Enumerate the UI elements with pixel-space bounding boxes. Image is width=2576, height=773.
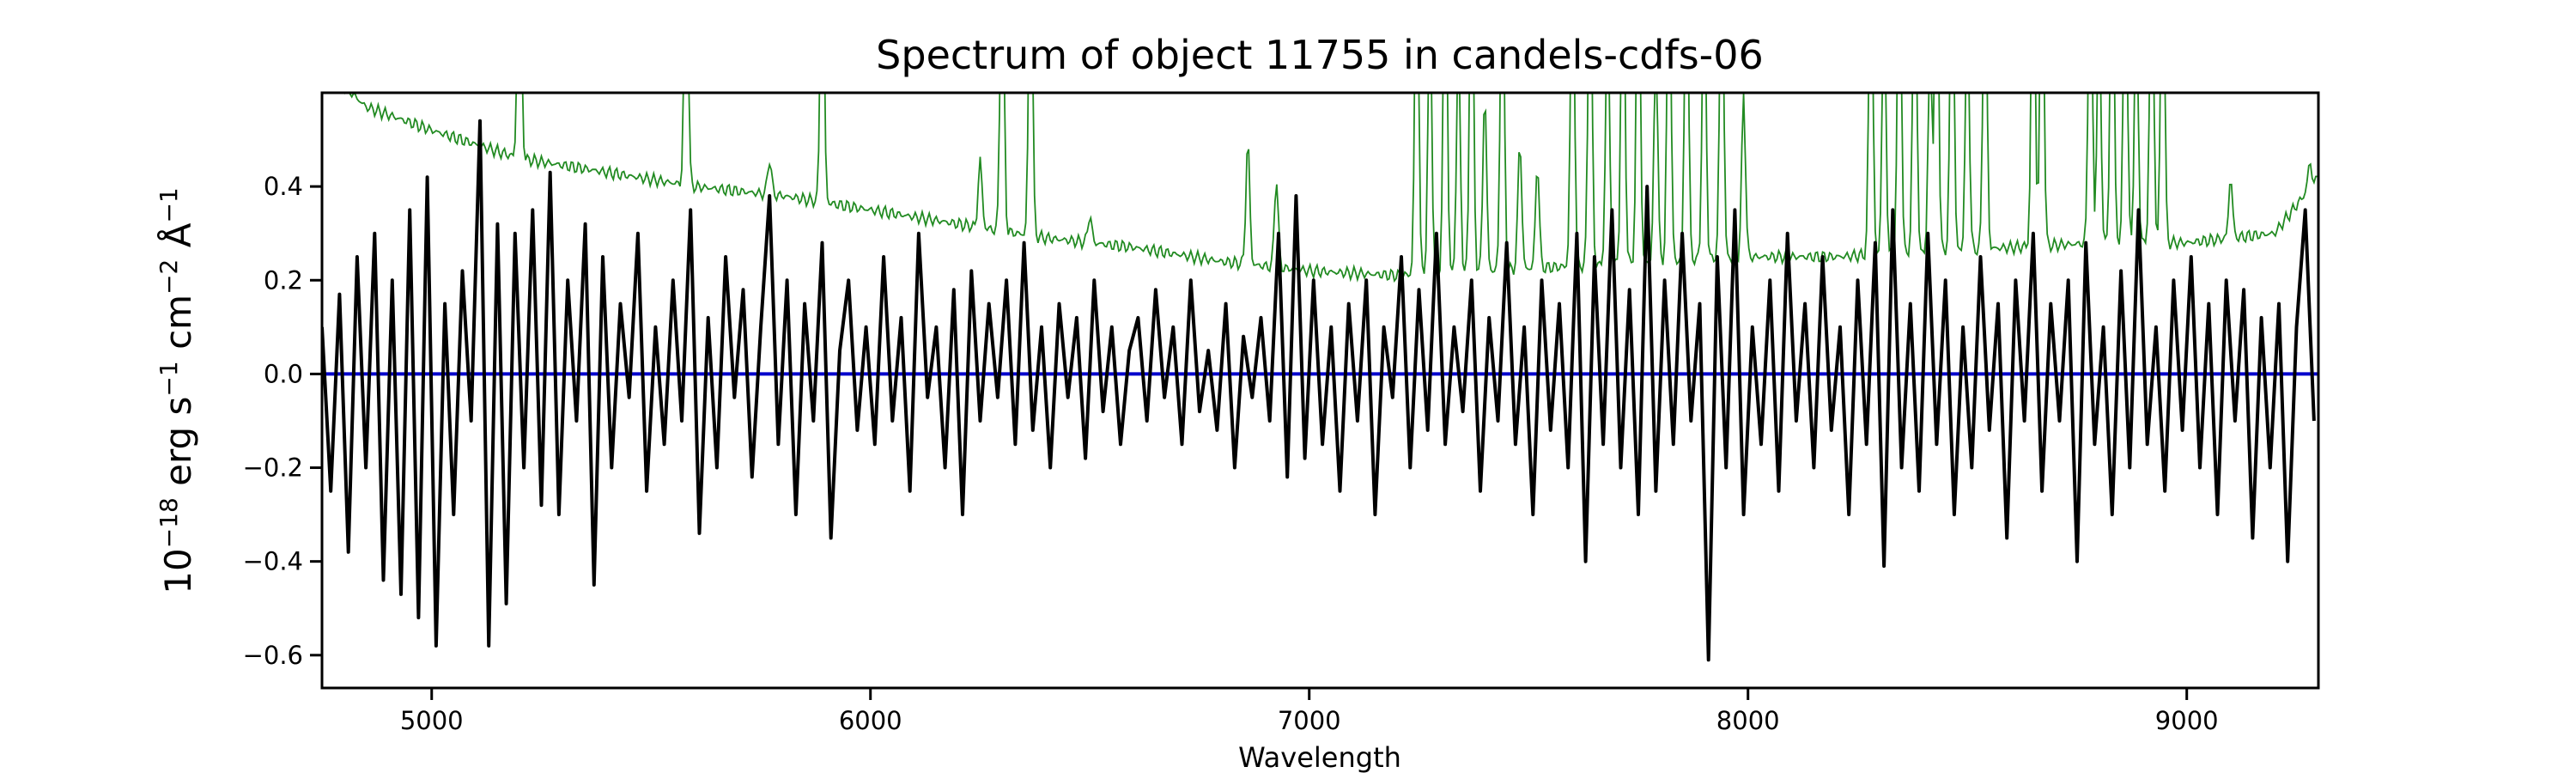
error-spectrum-line xyxy=(343,93,2318,283)
y-tick-label: 0.0 xyxy=(264,359,303,388)
chart-title: Spectrum of object 11755 in candels-cdfs… xyxy=(876,32,1764,78)
ylabel-mid1: erg s xyxy=(157,397,199,498)
x-tick-label: 8000 xyxy=(1716,706,1780,735)
x-axis-label: Wavelength xyxy=(1238,741,1401,773)
ylabel-exp3: −2 xyxy=(155,259,183,295)
ylabel-exp4: −1 xyxy=(155,187,183,222)
x-tick-label: 6000 xyxy=(839,706,902,735)
ylabel-exp1: −18 xyxy=(155,497,183,548)
plot-area xyxy=(322,93,2318,662)
x-tick-label: 9000 xyxy=(2155,706,2219,735)
ylabel-base: 10 xyxy=(157,548,199,593)
y-tick-label: 0.4 xyxy=(264,172,303,201)
y-tick-label: 0.2 xyxy=(264,265,303,295)
ylabel-exp2: −1 xyxy=(155,361,183,396)
y-tick-label: −0.2 xyxy=(243,453,303,483)
x-tick-label: 5000 xyxy=(400,706,464,735)
x-tick-label: 7000 xyxy=(1278,706,1341,735)
y-tick-label: −0.6 xyxy=(243,641,303,670)
y-tick-label: −0.4 xyxy=(243,547,303,576)
ylabel-mid2: cm xyxy=(157,295,199,361)
axes-frame xyxy=(320,91,2320,690)
axis-ticks: 5000 6000 7000 8000 9000 −0.6 −0.4 −0.2 0.0 0.2 0.… xyxy=(243,172,2219,735)
flux-spectrum-line xyxy=(322,119,2316,662)
y-axis-label: 10−18 erg s−1 cm−2 Å−1 xyxy=(155,187,199,593)
ylabel-mid3: Å xyxy=(156,222,199,259)
